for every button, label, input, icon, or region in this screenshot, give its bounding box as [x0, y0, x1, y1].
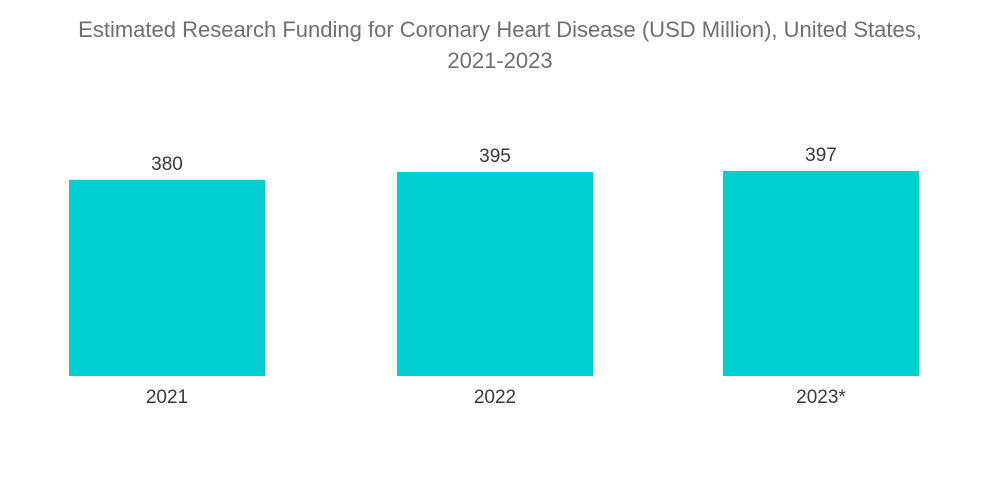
- category-label-2023*: 2023*: [796, 387, 846, 408]
- bar-2021: [69, 179, 265, 376]
- data-label-2021: 380: [151, 154, 183, 175]
- chart-title-line-2: 2021-2023: [447, 48, 553, 73]
- chart-title-line-1: Estimated Research Funding for Coronary …: [78, 17, 922, 42]
- bar-2023*: [723, 171, 919, 376]
- chart-title: Estimated Research Funding for Coronary …: [0, 14, 1000, 76]
- data-label-2023*: 397: [805, 145, 837, 166]
- data-label-2022: 395: [479, 146, 511, 167]
- category-label-2021: 2021: [146, 387, 188, 408]
- category-label-2022: 2022: [474, 387, 516, 408]
- bar-2022: [397, 172, 593, 376]
